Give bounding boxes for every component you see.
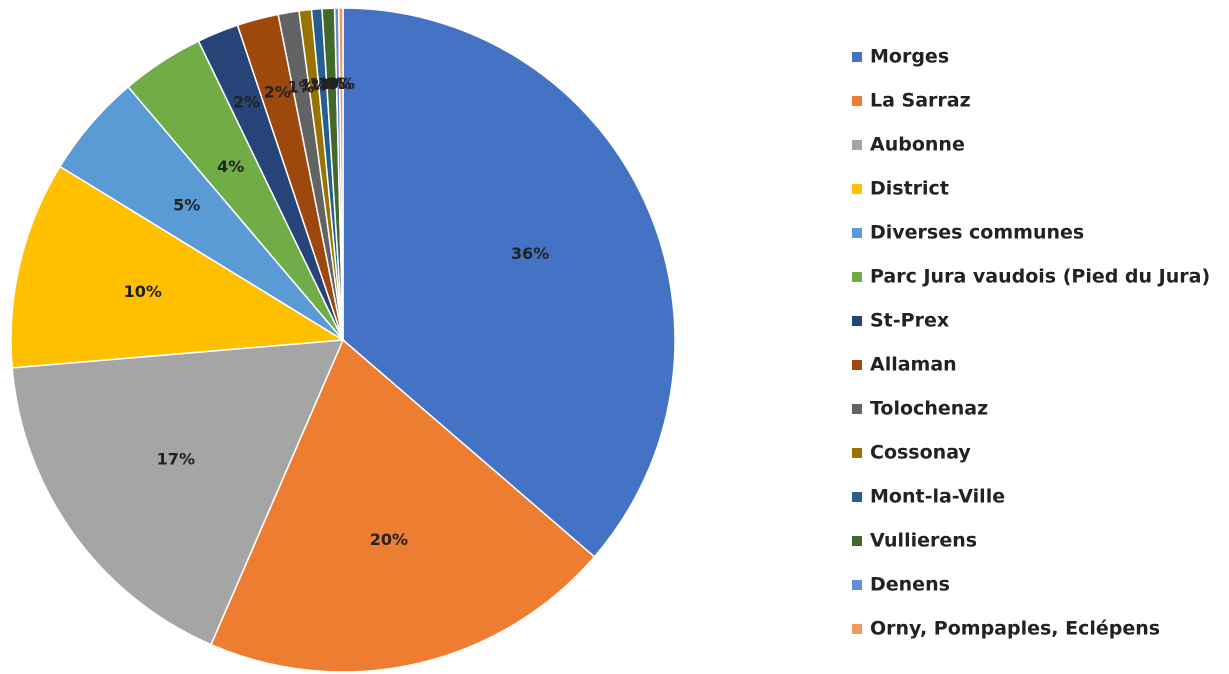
legend-swatch <box>852 316 862 326</box>
legend-label: Cossonay <box>870 442 971 464</box>
legend-label: Allaman <box>870 354 957 376</box>
legend-label: Parc Jura vaudois (Pied du Jura) <box>870 266 1210 288</box>
legend-label: Orny, Pompaples, Eclépens <box>870 618 1160 640</box>
legend-swatch <box>852 140 862 150</box>
legend-label: Diverses communes <box>870 222 1084 244</box>
legend-label: District <box>870 178 949 200</box>
legend-swatch <box>852 228 862 238</box>
data-label: 20% <box>370 530 408 549</box>
data-label: 0% <box>325 74 352 93</box>
data-label: 17% <box>157 450 195 469</box>
pie-slice <box>342 7 676 558</box>
legend-swatch <box>852 272 862 282</box>
data-label: 10% <box>124 282 162 301</box>
legend-swatch <box>852 580 862 590</box>
legend-label: Vullierens <box>870 530 977 552</box>
legend-swatch <box>852 360 862 370</box>
data-label: 36% <box>511 244 549 263</box>
pie-slice <box>338 7 344 341</box>
legend-label: St-Prex <box>870 310 949 332</box>
data-label: 2% <box>264 82 291 101</box>
legend-swatch <box>852 536 862 546</box>
legend-label: Mont-la-Ville <box>870 486 1005 508</box>
data-label: 1% <box>309 75 336 94</box>
legend-swatch <box>852 492 862 502</box>
legend-label: Aubonne <box>870 134 965 156</box>
data-label: 1% <box>287 77 314 96</box>
data-label: 4% <box>217 157 244 176</box>
data-label: 2% <box>233 93 260 112</box>
legend-label: Morges <box>870 46 949 68</box>
pie-slice <box>209 338 596 673</box>
data-label: 5% <box>173 196 200 215</box>
legend-swatch <box>852 96 862 106</box>
data-label: 0% <box>328 74 355 93</box>
legend-swatch <box>852 448 862 458</box>
legend-label: Denens <box>870 574 950 596</box>
data-label: 1% <box>318 74 345 93</box>
legend-swatch <box>852 184 862 194</box>
legend-label: Tolochenaz <box>870 398 988 420</box>
legend-label: La Sarraz <box>870 90 971 112</box>
legend-swatch <box>852 404 862 414</box>
data-label: 1% <box>300 76 327 95</box>
legend-swatch <box>852 52 862 62</box>
legend-swatch <box>852 624 862 634</box>
pie-slice <box>10 165 346 369</box>
pie-slice <box>11 339 345 646</box>
